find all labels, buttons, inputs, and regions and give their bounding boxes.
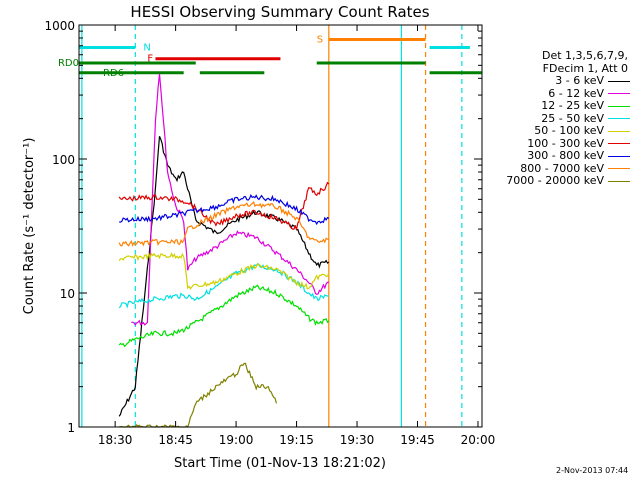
- legend-swatch: [608, 80, 630, 82]
- timestamp: 2-Nov-2013 07:44: [556, 466, 629, 475]
- legend-entry: 800 - 7000 keV: [500, 161, 632, 176]
- flag-label-rd6: RD6: [103, 68, 124, 79]
- plot-area: NF S RD0 RD6: [58, 25, 482, 428]
- y-tick-label-2: 100: [52, 153, 75, 167]
- legend-swatch: [608, 130, 630, 132]
- legend-entry: 12 - 25 keV: [500, 99, 632, 113]
- legend: Det 1,3,5,6,7,9, FDecim 1, Att 0 3 - 6 k…: [500, 49, 632, 188]
- series-line-8: [119, 362, 277, 428]
- y-tick-label-1: 10: [60, 287, 75, 301]
- x-tick-label-0: 18:30: [98, 433, 133, 447]
- legend-swatch: [608, 143, 630, 145]
- y-tick-label-3: 1000: [44, 19, 75, 33]
- legend-swatch: [608, 93, 630, 95]
- x-axis: 18:30 18:45 19:00 19:15 19:30 19:45 20:00: [98, 25, 495, 447]
- legend-swatch: [608, 118, 630, 120]
- legend-header-line-1: Det 1,3,5,6,7,9,: [541, 49, 628, 62]
- x-tick-label-2: 19:00: [219, 433, 254, 447]
- y-tick-label-0: 1: [67, 421, 75, 435]
- legend-label: 100 - 300 keV: [527, 136, 604, 150]
- legend-entry: 7000 - 20000 keV: [500, 174, 632, 188]
- flag-label-rd0: RD0: [58, 58, 79, 69]
- legend-entry: 25 - 50 keV: [500, 111, 632, 126]
- legend-label: 25 - 50 keV: [541, 111, 604, 125]
- legend-swatch: [608, 168, 630, 170]
- flag-label-n: N: [143, 42, 150, 53]
- flag-label-f: F: [147, 54, 153, 65]
- legend-label: 50 - 100 keV: [534, 124, 604, 137]
- legend-header-line-2: FDecim 1, Att 0: [542, 61, 628, 75]
- legend-entry: 6 - 12 keV: [500, 86, 632, 101]
- series-line-2: [118, 284, 330, 348]
- legend-entries: 3 - 6 keV 6 - 12 keV 12 - 25 keV 25 - 50 ke…: [500, 74, 632, 188]
- series-line-6: [119, 193, 330, 226]
- series-line-7: [118, 200, 330, 247]
- series-line-1: [131, 73, 329, 326]
- series-line-3: [118, 262, 329, 309]
- legend-entry: 50 - 100 keV: [500, 124, 632, 138]
- chart-title: HESSI Observing Summary Count Rates: [130, 3, 429, 21]
- x-tick-label-1: 18:45: [158, 433, 193, 447]
- x-axis-label: Start Time (01-Nov-13 18:21:02): [174, 456, 386, 471]
- series-line-5: [118, 181, 330, 231]
- legend-swatch: [608, 180, 630, 182]
- legend-entry: 3 - 6 keV: [500, 74, 632, 88]
- y-axis-label: Count Rate (s⁻¹ detector⁻¹): [22, 138, 37, 315]
- legend-label: 12 - 25 keV: [541, 99, 604, 112]
- series-line-4: [118, 252, 330, 290]
- legend-swatch: [608, 105, 630, 107]
- plot-frame: [78, 24, 483, 428]
- legend-label: 800 - 7000 keV: [520, 161, 604, 175]
- x-tick-label-6: 20:00: [461, 433, 496, 447]
- x-tick-label-5: 19:45: [400, 433, 435, 447]
- legend-swatch: [608, 155, 630, 157]
- x-tick-label-4: 19:30: [340, 433, 375, 447]
- y-axis: 1 10 100 1000: [44, 19, 482, 435]
- legend-label: 300 - 800 keV: [527, 149, 604, 162]
- flag-label-s: S: [317, 34, 323, 45]
- legend-label: 3 - 6 keV: [555, 74, 604, 87]
- legend-entry: 300 - 800 keV: [500, 149, 632, 163]
- legend-label: 7000 - 20000 keV: [506, 174, 604, 187]
- legend-label: 6 - 12 keV: [548, 86, 604, 100]
- x-tick-label-3: 19:15: [279, 433, 314, 447]
- series-line-0: [118, 136, 330, 417]
- legend-entry: 100 - 300 keV: [500, 136, 632, 151]
